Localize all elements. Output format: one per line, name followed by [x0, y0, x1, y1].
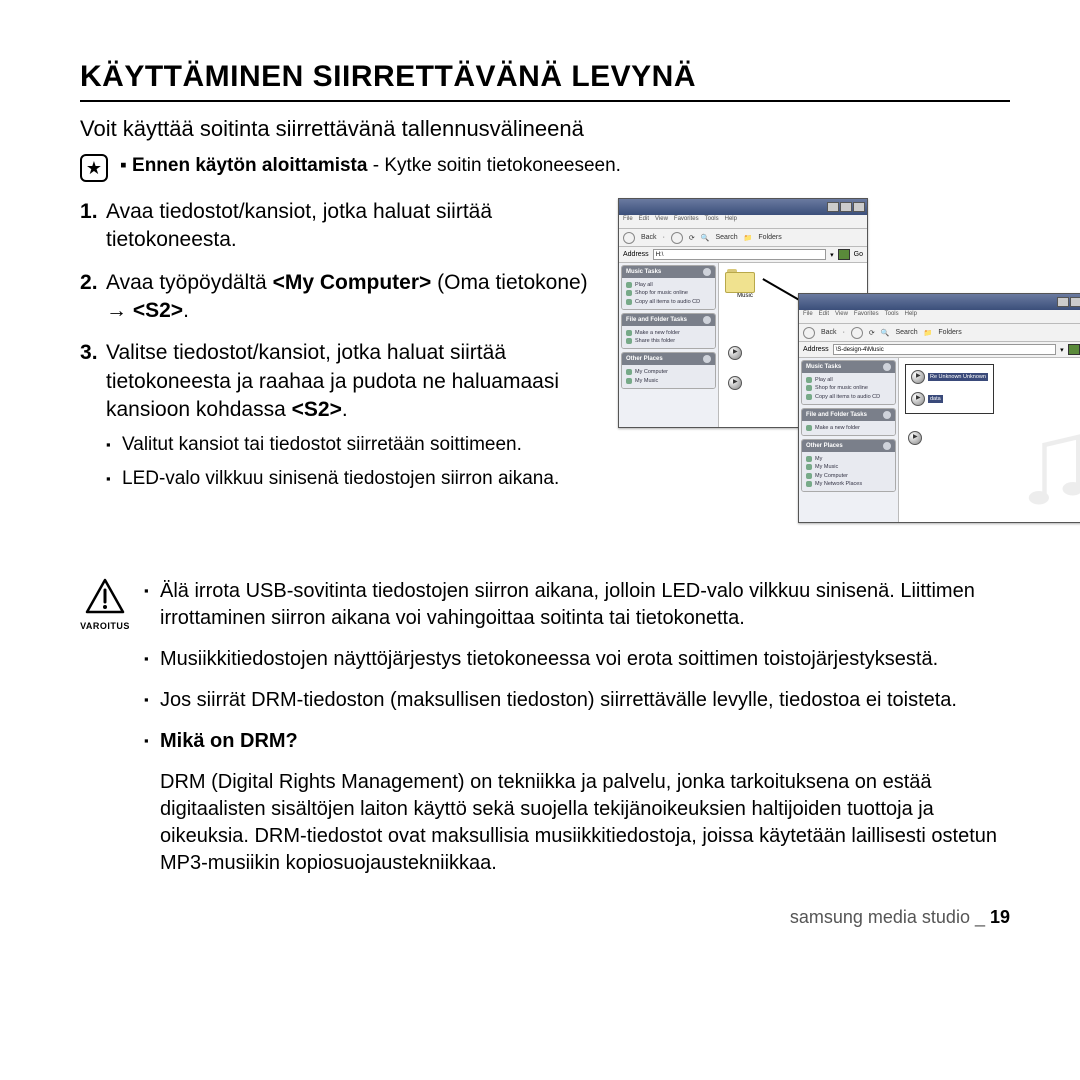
title-rule [80, 100, 1010, 102]
step-2: Avaa työpöydältä <My Computer> (Oma tiet… [80, 269, 600, 326]
page-footer: samsung media studio _ 19 [80, 907, 1010, 928]
warning-2: Musiikkitiedostojen näyttöjärjestys tiet… [144, 646, 1010, 673]
drm-answer: DRM (Digital Rights Management) on tekni… [144, 769, 1010, 877]
warning-label: VAROITUS [80, 621, 130, 631]
warning-3: Jos siirrät DRM-tiedoston (maksullisen t… [144, 687, 1010, 714]
step-3: Valitse tiedostot/kansiot, jotka haluat … [80, 339, 600, 491]
drm-question: Mikä on DRM? [144, 728, 1010, 755]
substep-b: LED-valo vilkkuu sinisenä tiedostojen si… [106, 466, 600, 492]
warning-1: Älä irrota USB-sovitinta tiedostojen sii… [144, 578, 1010, 632]
screenshot-illustration: FileEditViewFavoritesToolsHelp Back · ⟳ … [618, 198, 1010, 538]
folder-icon [725, 269, 753, 291]
step-1: Avaa tiedostot/kansiot, jotka haluat sii… [80, 198, 600, 255]
substep-a: Valitut kansiot tai tiedostot siirretään… [106, 432, 600, 458]
warning-icon [85, 578, 125, 614]
page-title: KÄYTTÄMINEN SIIRRETTÄVÄNÄ LEVYNÄ [80, 60, 1010, 94]
subtitle: Voit käyttää soitinta siirrettävänä tall… [80, 116, 1010, 142]
pre-note: ▪ Ennen käytön aloittamista - Kytke soit… [120, 154, 621, 179]
explorer-window-2: FileEditViewFavoritesToolsHelp Back · ⟳ … [798, 293, 1080, 523]
star-icon: ★ [80, 154, 108, 182]
